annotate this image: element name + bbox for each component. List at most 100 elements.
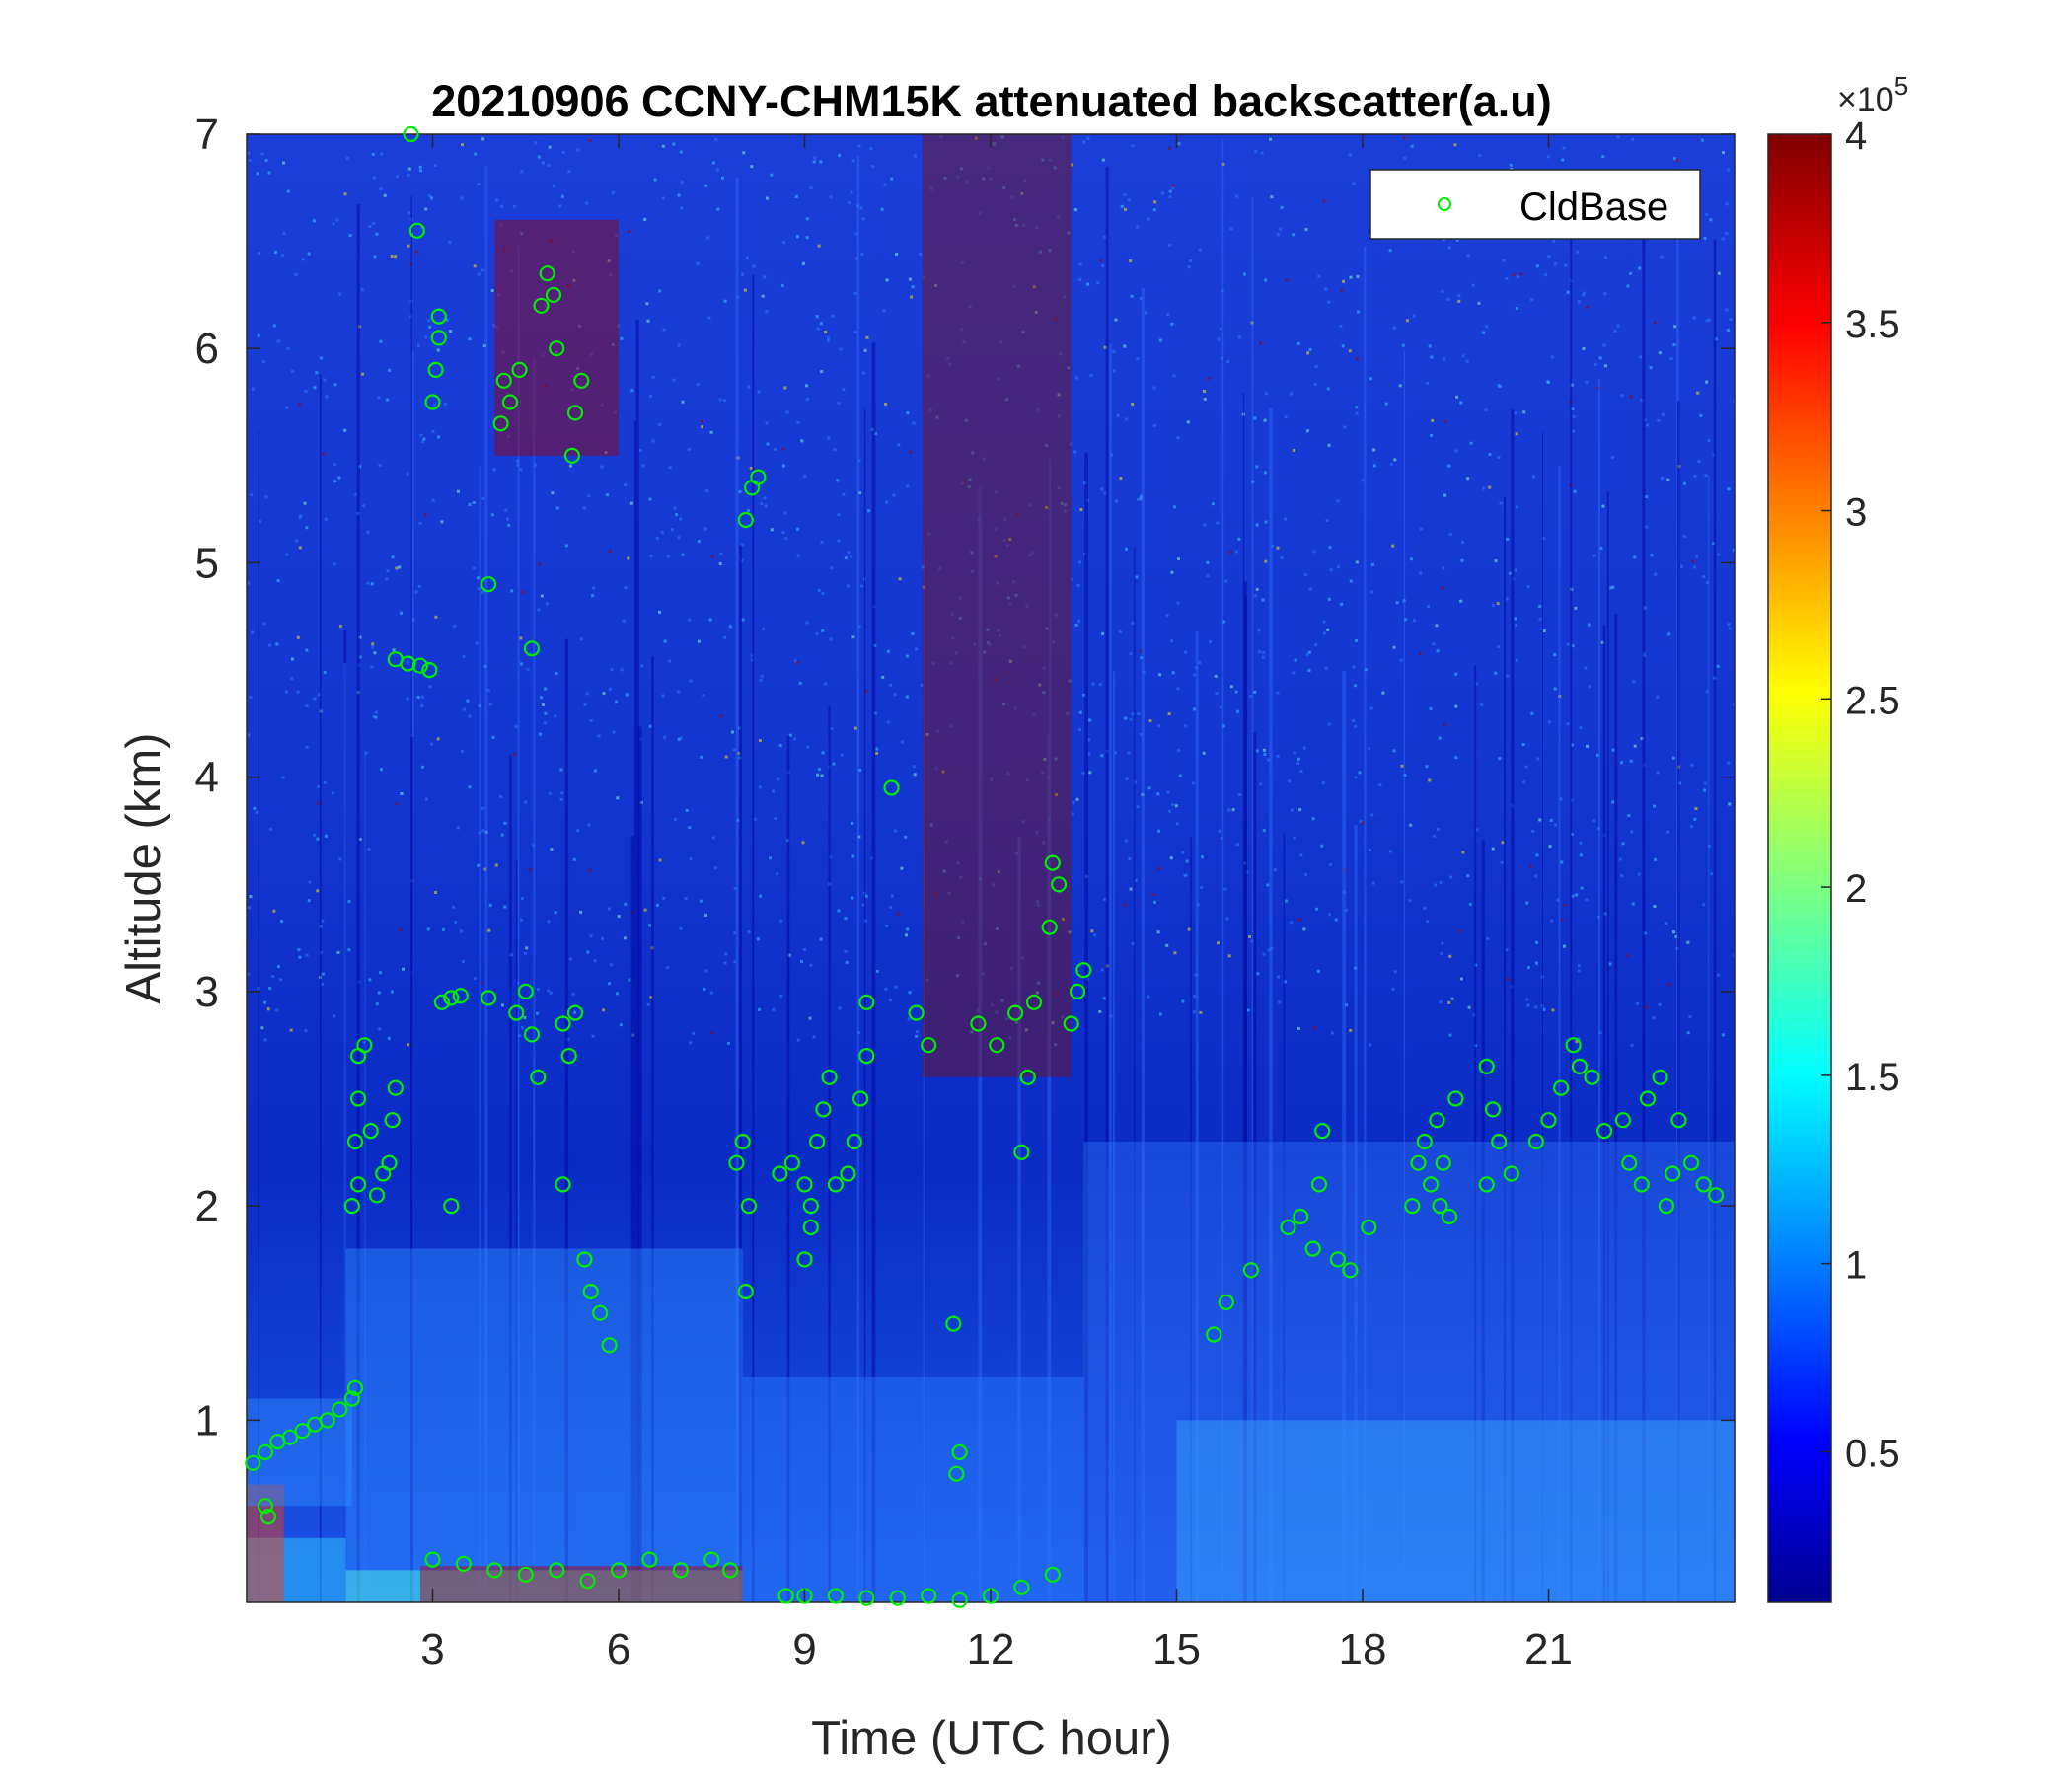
noise-speckle [1694,807,1698,811]
noise-speckle [859,206,863,210]
noise-speckle [668,466,672,470]
noise-speckle [409,299,413,303]
noise-speckle [842,492,846,496]
noise-speckle [481,590,485,594]
noise-speckle [653,178,657,182]
noise-speckle [521,590,525,594]
noise-speckle [1706,581,1710,585]
noise-speckle [646,1002,650,1006]
noise-speckle [856,204,859,208]
noise-speckle [547,920,551,924]
noise-speckle [500,1003,504,1007]
noise-speckle [559,768,563,772]
noise-speckle [1566,290,1570,294]
noise-speckle [906,484,910,488]
noise-speckle [1494,671,1498,675]
noise-speckle [1130,294,1134,298]
noise-speckle [1131,144,1135,148]
noise-speckle [502,248,506,252]
signal-streak [651,656,654,1602]
noise-speckle [294,272,298,276]
noise-speckle [1168,243,1172,247]
noise-speckle [854,232,858,236]
noise-speckle [1369,706,1373,710]
noise-speckle [617,915,621,919]
noise-speckle [1368,747,1370,751]
noise-speckle [727,1041,730,1045]
noise-speckle [477,183,481,185]
noise-speckle [1013,706,1017,710]
noise-speckle [380,152,384,156]
noise-speckle [871,164,875,168]
noise-speckle [1292,233,1295,237]
cldbase-point [1025,994,1043,1010]
noise-speckle [964,418,968,422]
noise-speckle [1468,902,1472,906]
noise-speckle [616,992,619,996]
cldbase-point [539,265,555,282]
noise-speckle [1525,901,1529,905]
noise-speckle [1053,166,1057,170]
noise-speckle [884,403,888,406]
noise-speckle [1037,903,1040,907]
cldbase-point [802,1197,819,1215]
noise-speckle [1063,295,1067,299]
cldbase-point [970,1015,987,1032]
noise-speckle [343,192,347,196]
noise-speckle [784,537,788,541]
noise-speckle [1168,195,1172,198]
legend[interactable]: CldBase [1369,169,1701,240]
noise-speckle [1577,300,1581,304]
noise-speckle [1093,933,1097,937]
noise-speckle [1355,406,1359,409]
signal-streak [517,246,520,1602]
noise-speckle [801,841,805,845]
noise-speckle [321,982,324,986]
cldbase-point [1682,1154,1700,1171]
noise-speckle [1321,781,1325,785]
noise-speckle [514,724,518,728]
noise-speckle [290,369,294,373]
cldbase-point [245,1454,261,1471]
noise-speckle [1506,674,1510,678]
noise-speckle [857,835,861,839]
noise-speckle [1103,898,1107,901]
signal-streak [411,350,414,1602]
noise-speckle [1552,239,1556,243]
noise-speckle [860,252,864,256]
noise-speckle [883,183,887,186]
noise-speckle [481,829,485,833]
cldbase-point [921,1037,937,1054]
noise-speckle [555,350,558,354]
noise-speckle [1625,954,1629,958]
noise-speckle [1637,872,1641,876]
noise-speckle [1303,573,1307,577]
noise-speckle [449,330,453,333]
cldbase-point [1044,854,1061,871]
colorbar-gradient [1767,133,1832,1603]
noise-speckle [1266,883,1270,887]
noise-speckle [347,900,351,904]
noise-speckle [1654,572,1658,576]
noise-speckle [803,474,807,478]
noise-speckle [1264,471,1267,475]
noise-speckle [356,512,360,515]
noise-speckle [703,527,707,531]
noise-speckle [973,642,977,646]
noise-speckle [702,694,705,697]
noise-speckle [800,959,803,963]
noise-speckle [697,639,701,643]
noise-speckle [1627,814,1631,817]
noise-speckle [824,330,828,333]
noise-speckle [1477,301,1481,305]
noise-speckle [1238,793,1242,796]
noise-speckle [1264,520,1268,524]
noise-speckle [272,909,276,913]
noise-speckle [934,767,938,771]
noise-speckle [1454,704,1458,708]
noise-speckle [1632,680,1636,684]
noise-speckle [1506,537,1510,541]
signal-streak [564,638,569,1602]
noise-speckle [751,658,754,662]
noise-speckle [1189,259,1192,262]
